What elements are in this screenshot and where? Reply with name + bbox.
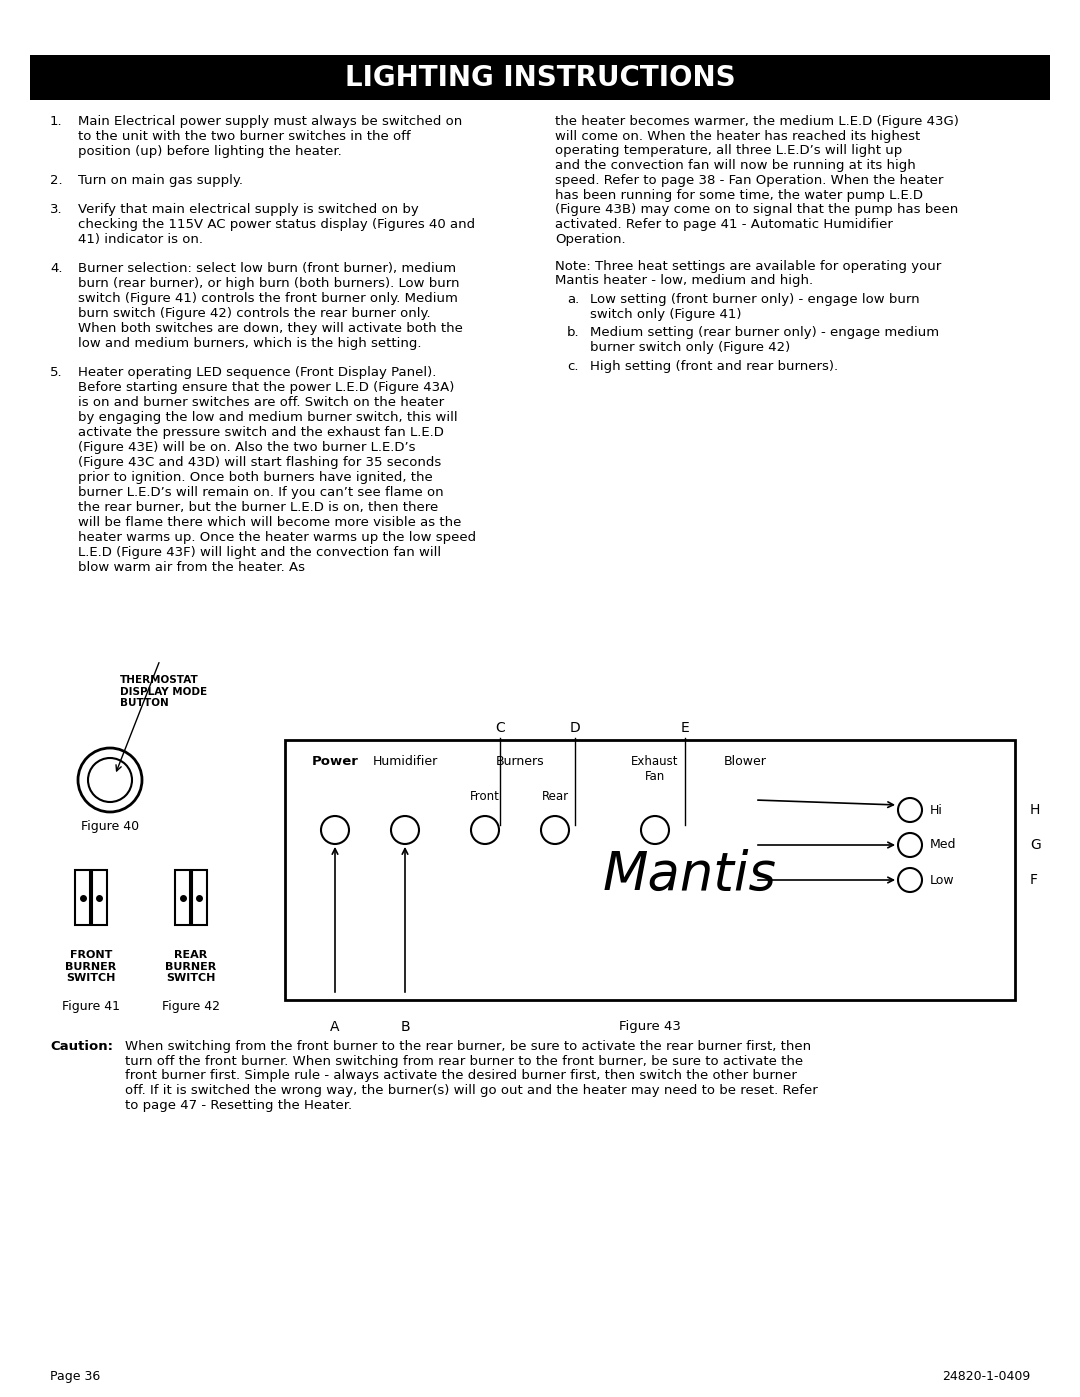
Text: Page 36: Page 36 bbox=[50, 1370, 100, 1383]
Text: a.: a. bbox=[567, 293, 579, 306]
Text: Note: Three heat settings are available for operating your: Note: Three heat settings are available … bbox=[555, 260, 942, 272]
Text: will be flame there which will become more visible as the: will be flame there which will become mo… bbox=[78, 517, 461, 529]
Text: Front: Front bbox=[470, 789, 500, 803]
Text: 1.: 1. bbox=[50, 115, 63, 129]
Text: L.E.D (Figure 43F) will light and the convection fan will: L.E.D (Figure 43F) will light and the co… bbox=[78, 546, 441, 559]
Text: E: E bbox=[680, 721, 689, 735]
Text: C: C bbox=[495, 721, 504, 735]
Text: activated. Refer to page 41 - Automatic Humidifier: activated. Refer to page 41 - Automatic … bbox=[555, 218, 893, 231]
Text: Figure 41: Figure 41 bbox=[62, 1000, 120, 1013]
Text: position (up) before lighting the heater.: position (up) before lighting the heater… bbox=[78, 145, 341, 158]
Text: burner L.E.D’s will remain on. If you can’t see flame on: burner L.E.D’s will remain on. If you ca… bbox=[78, 486, 444, 499]
Text: Figure 40: Figure 40 bbox=[81, 820, 139, 833]
Text: will come on. When the heater has reached its highest: will come on. When the heater has reache… bbox=[555, 130, 920, 142]
Text: burn (rear burner), or high burn (both burners). Low burn: burn (rear burner), or high burn (both b… bbox=[78, 277, 459, 291]
Text: Power: Power bbox=[311, 754, 359, 768]
Text: A: A bbox=[330, 1020, 340, 1034]
Bar bbox=[192, 870, 207, 925]
Text: Humidifier: Humidifier bbox=[373, 754, 437, 768]
Text: by engaging the low and medium burner switch, this will: by engaging the low and medium burner sw… bbox=[78, 411, 458, 425]
Text: Hi: Hi bbox=[930, 803, 943, 816]
Text: Low setting (front burner only) - engage low burn: Low setting (front burner only) - engage… bbox=[590, 293, 920, 306]
Text: (Figure 43B) may come on to signal that the pump has been: (Figure 43B) may come on to signal that … bbox=[555, 204, 958, 217]
Text: High setting (front and rear burners).: High setting (front and rear burners). bbox=[590, 360, 838, 373]
Text: F: F bbox=[1030, 873, 1038, 887]
Text: 41) indicator is on.: 41) indicator is on. bbox=[78, 233, 203, 246]
Text: checking the 115V AC power status display (Figures 40 and: checking the 115V AC power status displa… bbox=[78, 218, 475, 231]
Text: Mantis: Mantis bbox=[603, 849, 777, 901]
Text: Figure 42: Figure 42 bbox=[162, 1000, 220, 1013]
Text: has been running for some time, the water pump L.E.D: has been running for some time, the wate… bbox=[555, 189, 923, 201]
Text: switch (Figure 41) controls the front burner only. Medium: switch (Figure 41) controls the front bu… bbox=[78, 292, 458, 305]
Text: prior to ignition. Once both burners have ignited, the: prior to ignition. Once both burners hav… bbox=[78, 471, 433, 485]
Text: b.: b. bbox=[567, 327, 580, 339]
Text: the rear burner, but the burner L.E.D is on, then there: the rear burner, but the burner L.E.D is… bbox=[78, 502, 438, 514]
Text: speed. Refer to page 38 - Fan Operation. When the heater: speed. Refer to page 38 - Fan Operation.… bbox=[555, 173, 943, 187]
Text: LIGHTING INSTRUCTIONS: LIGHTING INSTRUCTIONS bbox=[345, 63, 735, 91]
Text: activate the pressure switch and the exhaust fan L.E.D: activate the pressure switch and the exh… bbox=[78, 426, 444, 439]
Text: Turn on main gas supply.: Turn on main gas supply. bbox=[78, 175, 243, 187]
Text: operating temperature, all three L.E.D’s will light up: operating temperature, all three L.E.D’s… bbox=[555, 144, 902, 158]
Text: front burner first. Simple rule - always activate the desired burner first, then: front burner first. Simple rule - always… bbox=[125, 1070, 797, 1083]
Text: Burners: Burners bbox=[496, 754, 544, 768]
Text: Main Electrical power supply must always be switched on: Main Electrical power supply must always… bbox=[78, 115, 462, 129]
Text: REAR
BURNER
SWITCH: REAR BURNER SWITCH bbox=[165, 950, 217, 983]
Text: Before starting ensure that the power L.E.D (Figure 43A): Before starting ensure that the power L.… bbox=[78, 381, 455, 394]
Text: Heater operating LED sequence (Front Display Panel).: Heater operating LED sequence (Front Dis… bbox=[78, 366, 436, 379]
Text: is on and burner switches are off. Switch on the heater: is on and burner switches are off. Switc… bbox=[78, 397, 444, 409]
Text: Low: Low bbox=[930, 873, 955, 887]
Text: Caution:: Caution: bbox=[50, 1039, 113, 1053]
Text: Verify that main electrical supply is switched on by: Verify that main electrical supply is sw… bbox=[78, 203, 419, 217]
Text: Medium setting (rear burner only) - engage medium: Medium setting (rear burner only) - enga… bbox=[590, 327, 940, 339]
Text: the heater becomes warmer, the medium L.E.D (Figure 43G): the heater becomes warmer, the medium L.… bbox=[555, 115, 959, 129]
Text: Rear: Rear bbox=[541, 789, 568, 803]
Text: low and medium burners, which is the high setting.: low and medium burners, which is the hig… bbox=[78, 337, 421, 351]
Text: and the convection fan will now be running at its high: and the convection fan will now be runni… bbox=[555, 159, 916, 172]
Text: Exhaust
Fan: Exhaust Fan bbox=[631, 754, 678, 782]
Text: burn switch (Figure 42) controls the rear burner only.: burn switch (Figure 42) controls the rea… bbox=[78, 307, 431, 320]
Text: FRONT
BURNER
SWITCH: FRONT BURNER SWITCH bbox=[66, 950, 117, 983]
Text: heater warms up. Once the heater warms up the low speed: heater warms up. Once the heater warms u… bbox=[78, 531, 476, 545]
Text: Burner selection: select low burn (front burner), medium: Burner selection: select low burn (front… bbox=[78, 263, 456, 275]
Text: (Figure 43E) will be on. Also the two burner L.E.D’s: (Figure 43E) will be on. Also the two bu… bbox=[78, 441, 416, 454]
Text: blow warm air from the heater. As: blow warm air from the heater. As bbox=[78, 562, 305, 574]
Text: 4.: 4. bbox=[50, 263, 63, 275]
Text: off. If it is switched the wrong way, the burner(s) will go out and the heater m: off. If it is switched the wrong way, th… bbox=[125, 1084, 818, 1097]
Bar bbox=[285, 740, 1015, 1000]
Text: switch only (Figure 41): switch only (Figure 41) bbox=[590, 307, 742, 321]
Text: B: B bbox=[401, 1020, 409, 1034]
Bar bbox=[75, 870, 90, 925]
Text: When switching from the front burner to the rear burner, be sure to activate the: When switching from the front burner to … bbox=[125, 1039, 811, 1053]
Bar bbox=[30, 54, 1050, 101]
Text: Med: Med bbox=[930, 838, 957, 852]
Text: 2.: 2. bbox=[50, 175, 63, 187]
Bar bbox=[175, 870, 190, 925]
Text: (Figure 43C and 43D) will start flashing for 35 seconds: (Figure 43C and 43D) will start flashing… bbox=[78, 457, 442, 469]
Text: H: H bbox=[1030, 803, 1040, 817]
Text: 3.: 3. bbox=[50, 203, 63, 217]
Text: Operation.: Operation. bbox=[555, 233, 625, 246]
Text: D: D bbox=[569, 721, 580, 735]
Text: c.: c. bbox=[567, 360, 579, 373]
Text: Figure 43: Figure 43 bbox=[619, 1020, 680, 1032]
Text: to the unit with the two burner switches in the off: to the unit with the two burner switches… bbox=[78, 130, 410, 142]
Text: Mantis heater - low, medium and high.: Mantis heater - low, medium and high. bbox=[555, 274, 813, 288]
Text: 5.: 5. bbox=[50, 366, 63, 379]
Text: to page 47 - Resetting the Heater.: to page 47 - Resetting the Heater. bbox=[125, 1099, 352, 1112]
Text: Blower: Blower bbox=[724, 754, 767, 768]
Text: When both switches are down, they will activate both the: When both switches are down, they will a… bbox=[78, 323, 463, 335]
Text: THERMOSTAT
DISPLAY MODE
BUTTON: THERMOSTAT DISPLAY MODE BUTTON bbox=[120, 675, 207, 708]
Text: turn off the front burner. When switching from rear burner to the front burner, : turn off the front burner. When switchin… bbox=[125, 1055, 804, 1067]
Text: burner switch only (Figure 42): burner switch only (Figure 42) bbox=[590, 341, 791, 355]
Bar bbox=[92, 870, 107, 925]
Text: G: G bbox=[1030, 838, 1041, 852]
Text: 24820-1-0409: 24820-1-0409 bbox=[942, 1370, 1030, 1383]
